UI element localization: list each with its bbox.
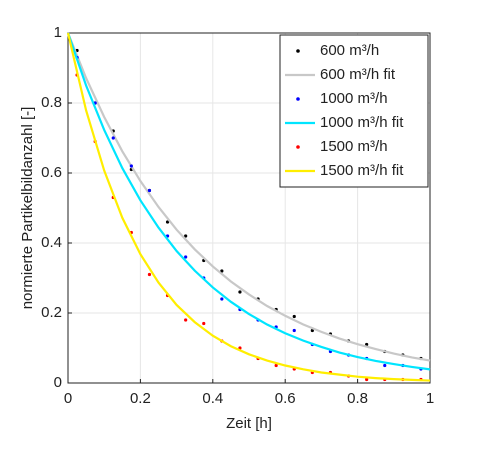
x-tick-label: 1 bbox=[426, 390, 434, 407]
y-tick-label: 1 bbox=[54, 24, 62, 41]
data-point bbox=[165, 220, 170, 224]
legend-label: 1000 m³/h fit bbox=[320, 114, 404, 131]
plot-frame bbox=[67, 32, 431, 384]
fit-line bbox=[66, 32, 431, 371]
y-axis-label: normierte Partikelbildanzahl [-] bbox=[19, 107, 36, 310]
data-point bbox=[147, 272, 152, 277]
y-tick-label: 0.4 bbox=[41, 234, 62, 251]
data-point bbox=[111, 136, 115, 140]
legend-marker bbox=[296, 145, 300, 149]
legend-box bbox=[279, 34, 429, 188]
data-point bbox=[147, 188, 152, 193]
data-point bbox=[202, 321, 206, 326]
x-tick-label: 0.2 bbox=[130, 390, 151, 407]
legend-marker bbox=[296, 49, 300, 53]
data-point bbox=[365, 377, 369, 382]
data-point bbox=[184, 318, 188, 322]
data-point bbox=[383, 363, 387, 368]
data-point bbox=[274, 363, 278, 368]
legend-label: 1500 m³/h fit bbox=[320, 162, 404, 179]
y-tick-label: 0.2 bbox=[41, 304, 62, 321]
data-point bbox=[129, 164, 133, 168]
data-point bbox=[238, 290, 242, 294]
y-tick-label: 0.8 bbox=[41, 94, 62, 111]
data-point bbox=[220, 269, 224, 273]
data-point bbox=[220, 297, 224, 301]
legend-label: 600 m³/h bbox=[320, 42, 379, 59]
legend-marker bbox=[296, 97, 300, 101]
fit-line bbox=[66, 32, 431, 362]
data-point bbox=[292, 314, 296, 319]
y-tick-label: 0 bbox=[54, 374, 62, 391]
y-tick-label: 0.6 bbox=[41, 164, 62, 181]
x-tick-label: 0.4 bbox=[202, 390, 223, 407]
x-tick-label: 0 bbox=[64, 390, 72, 407]
x-tick-label: 0.8 bbox=[347, 390, 368, 407]
legend-label: 1500 m³/h bbox=[320, 138, 388, 155]
x-tick-label: 0.6 bbox=[275, 390, 296, 407]
fit-line bbox=[66, 32, 431, 382]
data-point bbox=[292, 328, 296, 333]
x-axis-label: Zeit [h] bbox=[226, 415, 272, 432]
legend-label: 1000 m³/h bbox=[320, 90, 388, 107]
legend-label: 600 m³/h fit bbox=[320, 66, 396, 83]
data-point bbox=[184, 255, 188, 259]
data-point bbox=[184, 234, 188, 238]
